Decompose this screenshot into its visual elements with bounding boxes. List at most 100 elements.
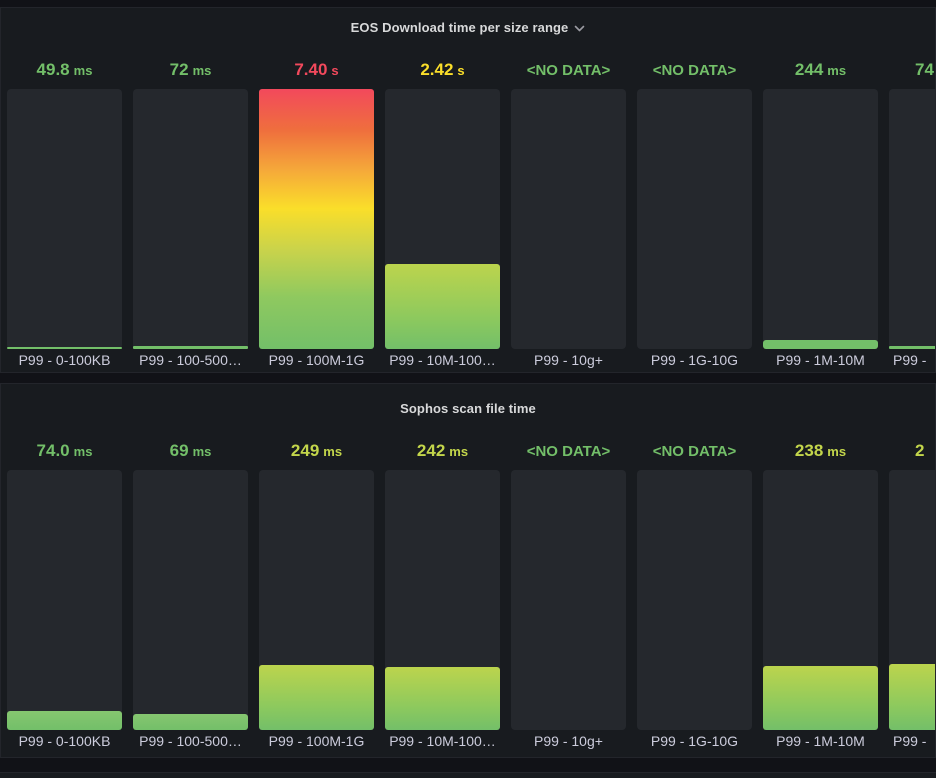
bar-gauge-fill xyxy=(385,264,500,349)
next-panel-edge xyxy=(0,772,936,778)
value-unit: ms xyxy=(449,444,469,459)
value-number: 74.0 xyxy=(36,441,70,460)
value-number: 238 xyxy=(794,441,824,460)
value-unit: ms xyxy=(192,63,212,78)
bar-gauge-track xyxy=(133,470,248,730)
panel-sophos-scan-time: Sophos scan file time 74.0 ms 69 ms 249 ms 242… xyxy=(0,383,936,758)
bars-row xyxy=(1,470,935,730)
bar-gauge-track xyxy=(133,89,248,349)
gauge-value: <NO DATA> xyxy=(637,439,752,461)
panel-eos-download-time: EOS Download time per size range 49.8 ms 7… xyxy=(0,7,936,373)
value-number: 72 xyxy=(169,60,189,79)
bar-gauge-track xyxy=(385,470,500,730)
gauge-value: 69 ms xyxy=(133,439,248,461)
bar-gauge-fill xyxy=(133,714,248,730)
value-unit: s xyxy=(331,63,339,78)
gauge-value: <NO DATA> xyxy=(511,58,626,80)
bar-gauge-track xyxy=(259,470,374,730)
bar-gauge-fill xyxy=(259,665,374,730)
gauge-value: 242 ms xyxy=(385,439,500,461)
gauge-label: P99 - 1G-10G xyxy=(650,733,739,749)
value-number: 249 xyxy=(290,441,320,460)
gauge-label: P99 - 0-100KB xyxy=(18,733,111,749)
gauge-label: P99 - 1M-10M xyxy=(776,733,865,749)
gauge-value: 74 xyxy=(889,58,935,80)
gauge-label: P99 - 10g+ xyxy=(534,352,603,368)
gauge-label: P99 - 1M-10M xyxy=(776,352,865,368)
bar-gauge-track xyxy=(889,89,935,349)
gauge-value: 74.0 ms xyxy=(7,439,122,461)
gauge-label: P99 - xyxy=(893,352,927,368)
gauge-value: 7.40 s xyxy=(259,58,374,80)
value-number: 7.40 xyxy=(294,60,328,79)
bar-gauge-fill xyxy=(7,711,122,730)
no-data-text: <NO DATA> xyxy=(652,62,737,79)
gauge-label: P99 - 10g+ xyxy=(534,733,603,749)
labels-row: P99 - 0-100KB P99 - 100-500… P99 - 100M-1G… xyxy=(1,733,935,750)
gauge-label: P99 - 10M-100… xyxy=(389,733,496,749)
bar-gauge-fill xyxy=(7,347,122,349)
gauge-value: 72 ms xyxy=(133,58,248,80)
gauge-label: P99 - 0-100KB xyxy=(18,352,111,368)
no-data-text: <NO DATA> xyxy=(652,443,737,460)
labels-row: P99 - 0-100KB P99 - 100-500… P99 - 100M-1G… xyxy=(1,352,935,369)
bar-gauge-fill xyxy=(133,346,248,349)
bar-gauge-fill xyxy=(763,666,878,730)
bar-gauge-track xyxy=(889,470,935,730)
panel-header[interactable]: Sophos scan file time xyxy=(1,384,935,418)
value-number: 49.8 xyxy=(36,60,70,79)
gauge-value: <NO DATA> xyxy=(511,439,626,461)
bar-gauge-track xyxy=(385,89,500,349)
gauge-label: P99 - 10M-100… xyxy=(389,352,496,368)
value-number: 244 xyxy=(794,60,824,79)
bar-gauge-track xyxy=(7,89,122,349)
gauge-value: 2.42 s xyxy=(385,58,500,80)
bars-row xyxy=(1,89,935,349)
value-unit: ms xyxy=(827,444,847,459)
gauge-value: 2 xyxy=(889,439,935,461)
no-data-text: <NO DATA> xyxy=(526,62,611,79)
gauge-label: P99 - 100-500… xyxy=(139,733,242,749)
value-unit: ms xyxy=(73,444,93,459)
bar-gauge-fill xyxy=(385,667,500,730)
bar-gauge-track xyxy=(511,470,626,730)
bar-gauge-track xyxy=(763,470,878,730)
gauge-value: 249 ms xyxy=(259,439,374,461)
value-unit: ms xyxy=(323,444,343,459)
bar-gauge-track xyxy=(511,89,626,349)
value-number: 2 xyxy=(915,441,925,460)
value-number: 69 xyxy=(169,441,189,460)
values-row: 74.0 ms 69 ms 249 ms 242 ms <NO DATA> <NO DATA> 23… xyxy=(1,439,935,461)
bar-gauge-fill xyxy=(763,340,878,349)
gauge-value: 49.8 ms xyxy=(7,58,122,80)
gauge-label: P99 - 100M-1G xyxy=(268,733,365,749)
bar-gauge-track xyxy=(637,470,752,730)
bar-gauge-track xyxy=(637,89,752,349)
gauge-label: P99 - 100-500… xyxy=(139,352,242,368)
value-unit: ms xyxy=(73,63,93,78)
gauge-label: P99 - 100M-1G xyxy=(268,352,365,368)
gauge-value: <NO DATA> xyxy=(637,58,752,80)
chevron-down-icon[interactable] xyxy=(574,25,585,32)
gauge-value: 244 ms xyxy=(763,58,878,80)
panel-title[interactable]: Sophos scan file time xyxy=(400,400,536,416)
value-unit: ms xyxy=(827,63,847,78)
panel-header[interactable]: EOS Download time per size range xyxy=(1,8,935,37)
panel-title[interactable]: EOS Download time per size range xyxy=(350,19,569,35)
bar-gauge-track xyxy=(7,470,122,730)
value-number: 74 xyxy=(915,60,934,79)
bar-gauge-fill xyxy=(889,664,935,730)
no-data-text: <NO DATA> xyxy=(526,443,611,460)
value-number: 242 xyxy=(416,441,446,460)
gauge-label: P99 - 1G-10G xyxy=(650,352,739,368)
value-unit: s xyxy=(457,63,465,78)
bar-gauge-track xyxy=(763,89,878,349)
value-unit: ms xyxy=(192,444,212,459)
bar-gauge-fill xyxy=(889,346,935,349)
value-number: 2.42 xyxy=(420,60,454,79)
gauge-label: P99 - xyxy=(893,733,927,749)
values-row: 49.8 ms 72 ms 7.40 s 2.42 s <NO DATA> <NO DATA> 24… xyxy=(1,58,935,80)
bar-gauge-track xyxy=(259,89,374,349)
bar-gauge-fill xyxy=(259,89,374,349)
gauge-value: 238 ms xyxy=(763,439,878,461)
